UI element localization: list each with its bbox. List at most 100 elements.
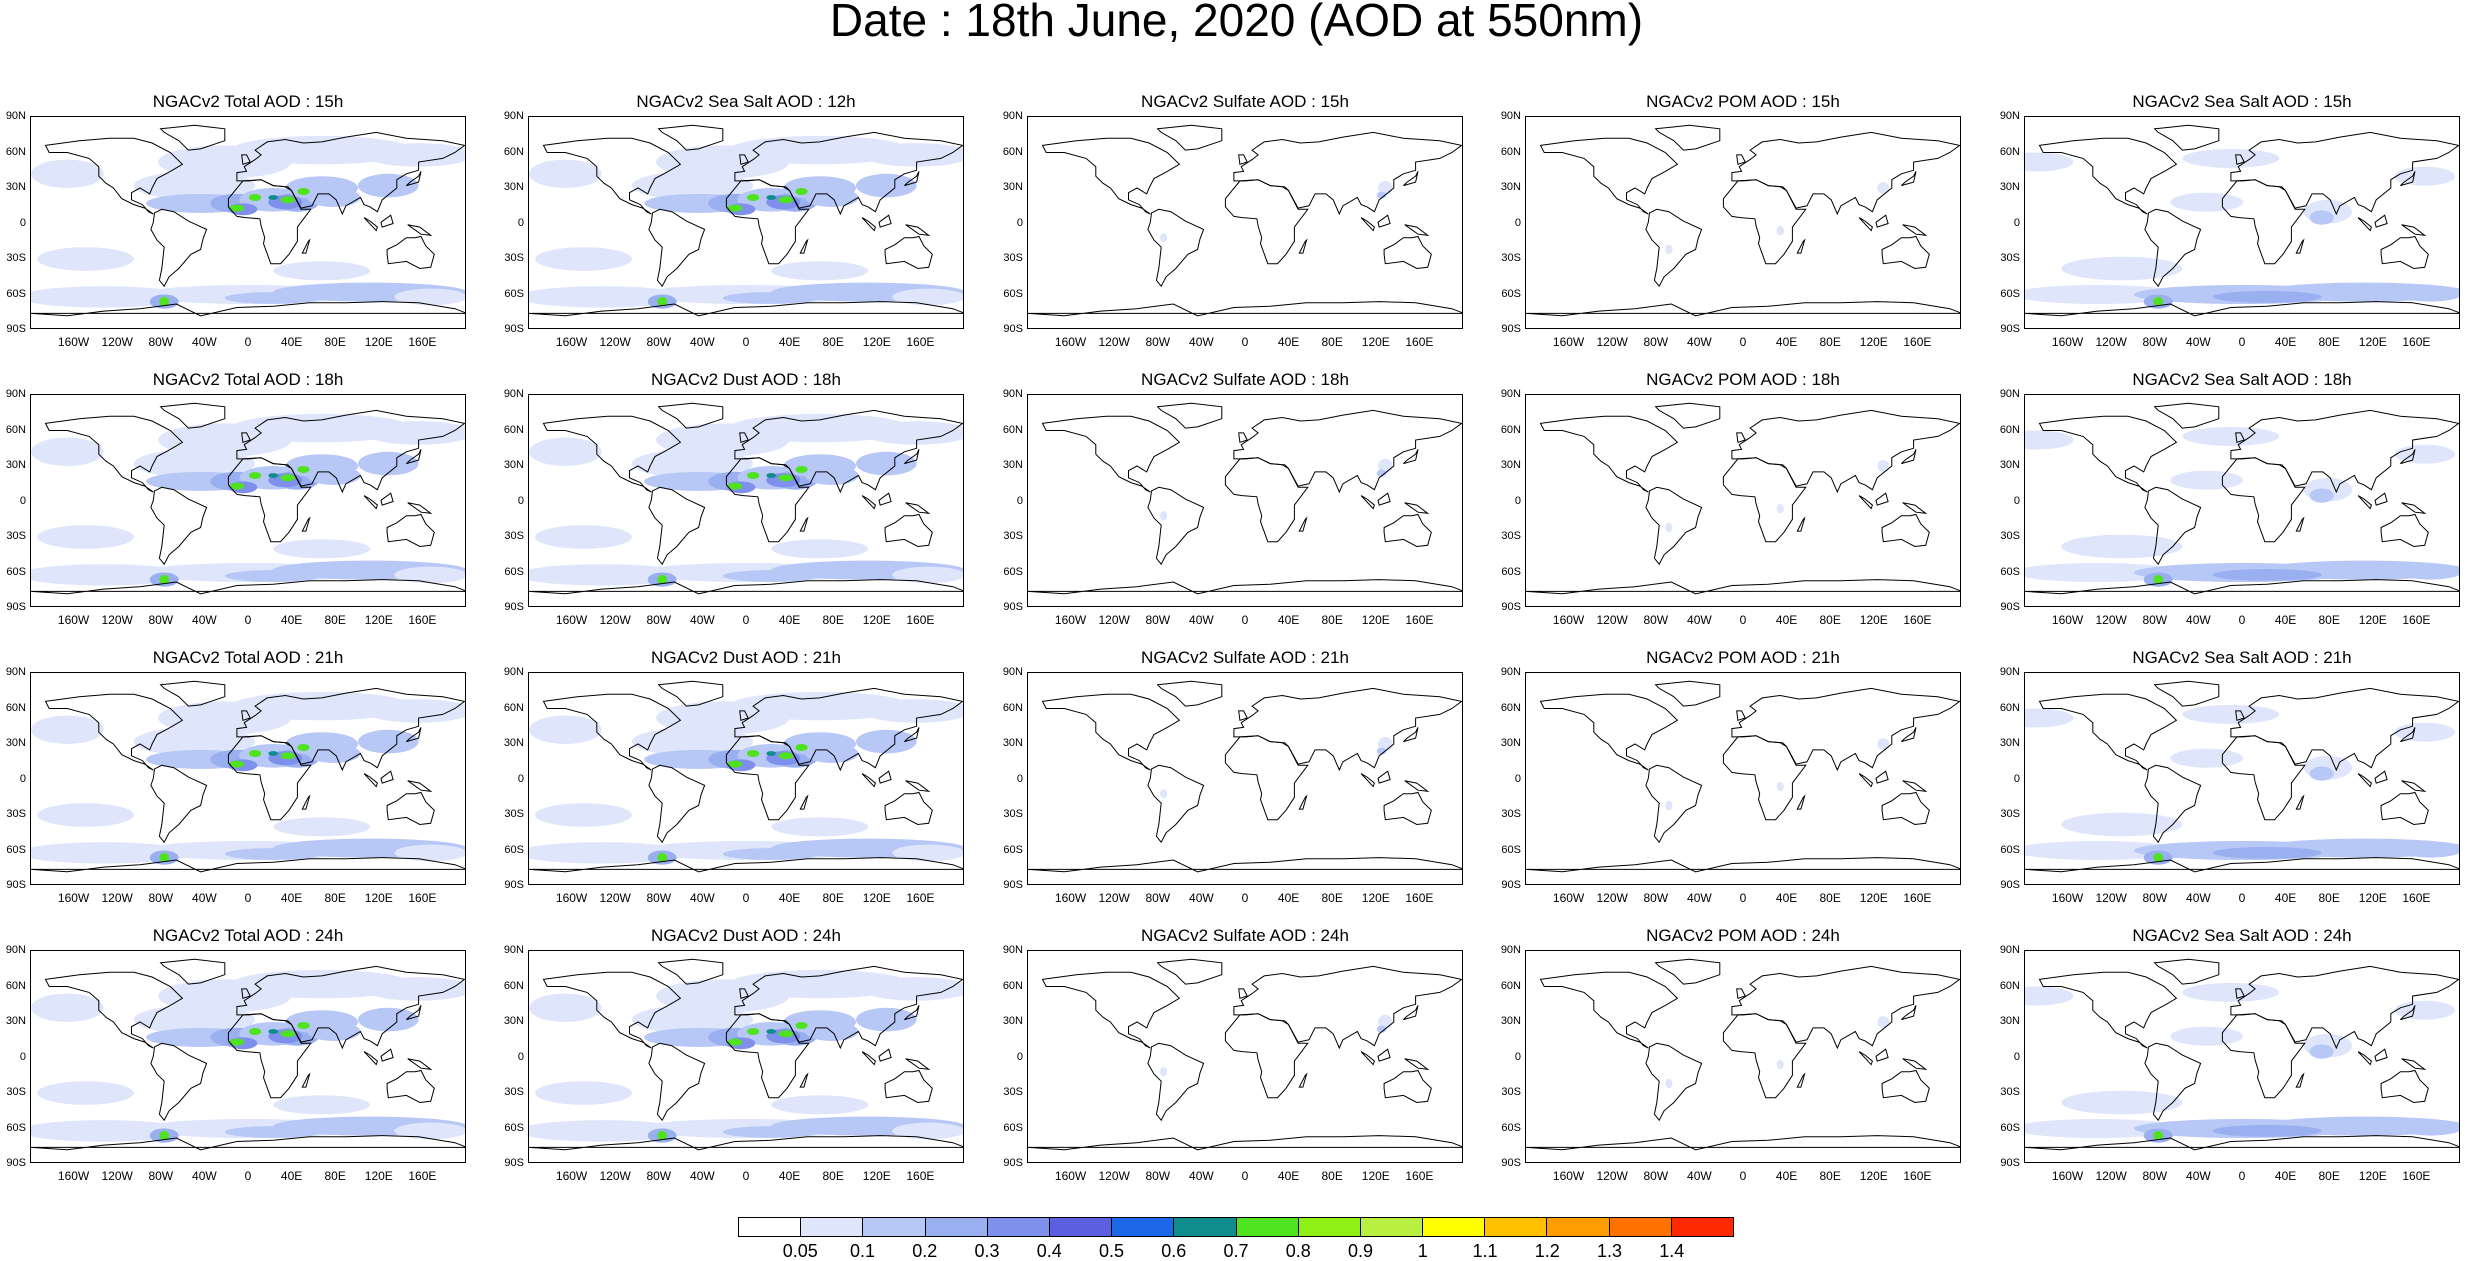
longitude-tick-label: 40E	[280, 891, 303, 905]
colorbar-swatch	[1609, 1218, 1672, 1236]
coastline	[236, 409, 465, 494]
colorbar-tick-label: 0.1	[849, 1241, 876, 1261]
longitude-tick-label: 0	[1739, 335, 1747, 349]
coastline	[2221, 735, 2306, 821]
aod-field	[280, 474, 296, 482]
longitude-tick-label: 120E	[364, 613, 393, 627]
map-panel: NGACv2 POM AOD : 18h 90N 60N 30N 0 30S 60S 90S 1…	[1495, 370, 1975, 630]
aod-field	[2025, 986, 2074, 1006]
longitude-tick-label: 80W	[2142, 1169, 2168, 1183]
latitude-tick-label: 60N	[1500, 979, 1521, 992]
aod-field	[1376, 191, 1387, 199]
world-map	[31, 402, 465, 595]
map-panel: NGACv2 Sulfate AOD : 24h 90N 60N 30N 0 30S 60S…	[997, 926, 1477, 1186]
latitude-tick-label: 60S	[2000, 843, 2020, 856]
latitude-tick-label: 60N	[1999, 979, 2020, 992]
coastline	[301, 794, 311, 810]
coastline	[2230, 409, 2459, 494]
aod-field	[297, 188, 310, 195]
aod-field	[2025, 563, 2183, 582]
coastline	[739, 432, 749, 443]
coastline	[1526, 857, 1960, 873]
aod-field	[1776, 1059, 1784, 1070]
coastline	[1796, 238, 1806, 254]
longitude-tick-label: 0	[2238, 335, 2246, 349]
aod-field	[2309, 766, 2334, 781]
world-map	[31, 958, 465, 1151]
longitude-tick-label: 40E	[2274, 891, 2297, 905]
aod-field	[1160, 1067, 1168, 1077]
latitude-tick-label: 60S	[504, 1121, 524, 1134]
page-title: Date : 18th June, 2020 (AOD at 550nm)	[829, 0, 1644, 46]
coastline	[2374, 214, 2388, 228]
aod-field	[31, 993, 104, 1022]
coastline	[648, 208, 706, 288]
longitude-tick-label: 160E	[1405, 613, 1434, 627]
latitude-tick-label: 60N	[1500, 423, 1521, 436]
coastline	[734, 409, 963, 494]
aod-field	[2182, 982, 2280, 1002]
aod-field	[747, 750, 760, 757]
coastline	[1404, 780, 1430, 793]
latitude-tick-label: 90S	[504, 323, 524, 335]
coastline	[380, 1048, 394, 1062]
map-frame	[1027, 116, 1463, 329]
longitude-tick-label: 160E	[906, 335, 935, 349]
coastline	[1403, 449, 1419, 465]
coastline	[1360, 495, 1375, 510]
coastline	[878, 214, 892, 228]
latitude-tick-label: 60S	[1003, 565, 1023, 578]
coastline	[406, 171, 422, 187]
colorbar-swatch	[1423, 1218, 1486, 1236]
latitude-tick-label: 60N	[503, 701, 524, 714]
aod-field	[1877, 460, 1890, 472]
coastline	[529, 857, 963, 873]
longitude-tick-label: 160W	[1552, 891, 1585, 905]
latitude-tick-label: 90N	[5, 666, 26, 678]
coastline	[1028, 857, 1462, 873]
coastline	[2235, 710, 2245, 721]
aod-field	[747, 1028, 760, 1035]
coastline	[1360, 773, 1375, 788]
aod-field	[159, 1130, 169, 1141]
panel-title: NGACv2 Sulfate AOD : 21h	[1141, 648, 1349, 667]
aod-field	[1376, 747, 1387, 755]
coastline	[2153, 680, 2220, 707]
coastline	[241, 154, 251, 165]
coastline	[380, 492, 394, 506]
coastline	[904, 1005, 920, 1021]
aod-field	[2182, 704, 2280, 724]
longitude-tick-label: 40W	[690, 613, 715, 627]
coastline	[31, 301, 465, 317]
aod-field	[2309, 1044, 2334, 1059]
longitude-tick-label: 80E	[2318, 891, 2340, 905]
coastline	[905, 224, 931, 237]
aod-field	[1776, 781, 1784, 792]
aod-field	[249, 194, 262, 201]
aod-field	[529, 715, 602, 744]
coastline	[884, 791, 933, 826]
aod-field	[892, 566, 963, 584]
aod-field	[727, 204, 743, 212]
coastline	[1902, 224, 1928, 237]
coastline	[1377, 492, 1391, 506]
latitude-tick-label: 90S	[1003, 879, 1023, 891]
latitude-tick-label: 0	[2013, 216, 2020, 229]
coastline	[1645, 1042, 1703, 1122]
longitude-tick-label: 80E	[822, 613, 844, 627]
coastline	[1796, 794, 1806, 810]
coastline	[725, 735, 810, 821]
coastline	[380, 214, 394, 228]
map-frame	[30, 950, 466, 1163]
coastline	[542, 415, 682, 493]
aod-field	[892, 288, 963, 306]
aod-field	[2182, 148, 2280, 168]
latitude-tick-label: 60S	[2000, 565, 2020, 578]
aod-field	[364, 143, 465, 167]
longitude-tick-label: 80W	[1643, 613, 1669, 627]
latitude-tick-label: 90N	[1999, 388, 2020, 400]
coastline	[241, 710, 251, 721]
longitude-tick-label: 80W	[148, 335, 174, 349]
coastline	[1736, 710, 1746, 721]
aod-field	[657, 574, 667, 585]
